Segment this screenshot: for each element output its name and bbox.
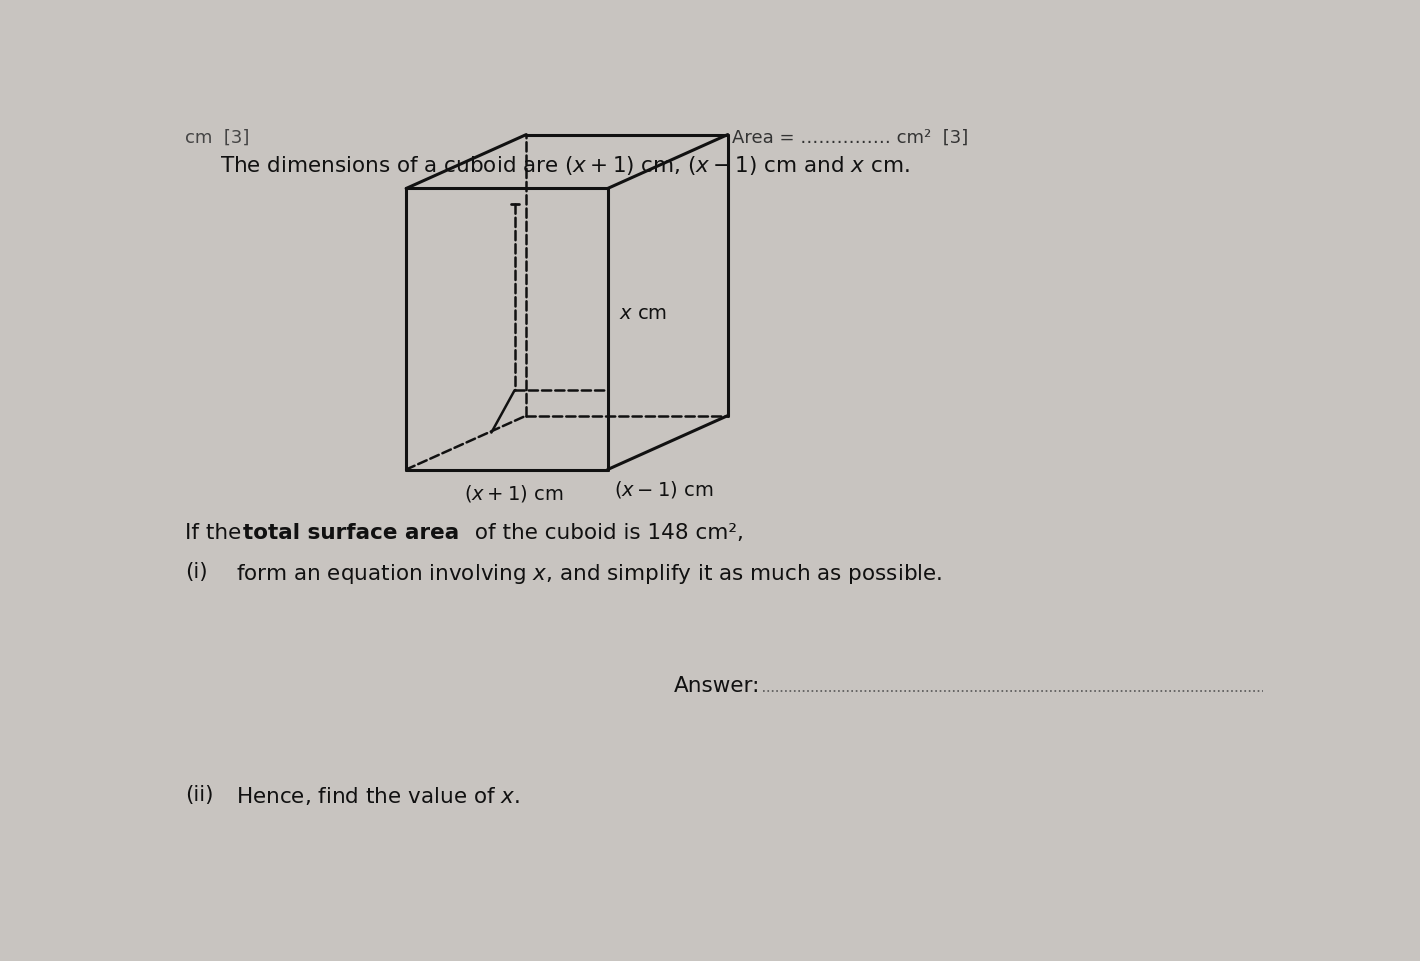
Text: (i): (i) (185, 562, 207, 582)
Text: If the: If the (185, 524, 248, 543)
Text: Answer:: Answer: (673, 676, 760, 696)
Text: total surface area: total surface area (243, 524, 460, 543)
Text: The dimensions of a cuboid are $(x + 1)$ cm, $(x - 1)$ cm and $x$ cm.: The dimensions of a cuboid are $(x + 1)$… (220, 154, 910, 177)
Text: $(x - 1)$ cm: $(x - 1)$ cm (613, 479, 713, 500)
Text: $x$ cm: $x$ cm (619, 304, 667, 323)
Text: of the cuboid is 148 cm²,: of the cuboid is 148 cm², (469, 524, 744, 543)
Text: Area = …………… cm²  [3]: Area = …………… cm² [3] (731, 129, 968, 147)
Text: cm  [3]: cm [3] (185, 129, 250, 147)
Text: (ii): (ii) (185, 785, 214, 805)
Text: $(x + 1)$ cm: $(x + 1)$ cm (464, 483, 564, 505)
Text: form an equation involving $x$, and simplify it as much as possible.: form an equation involving $x$, and simp… (236, 562, 941, 586)
Text: Hence, find the value of $x$.: Hence, find the value of $x$. (236, 785, 520, 807)
